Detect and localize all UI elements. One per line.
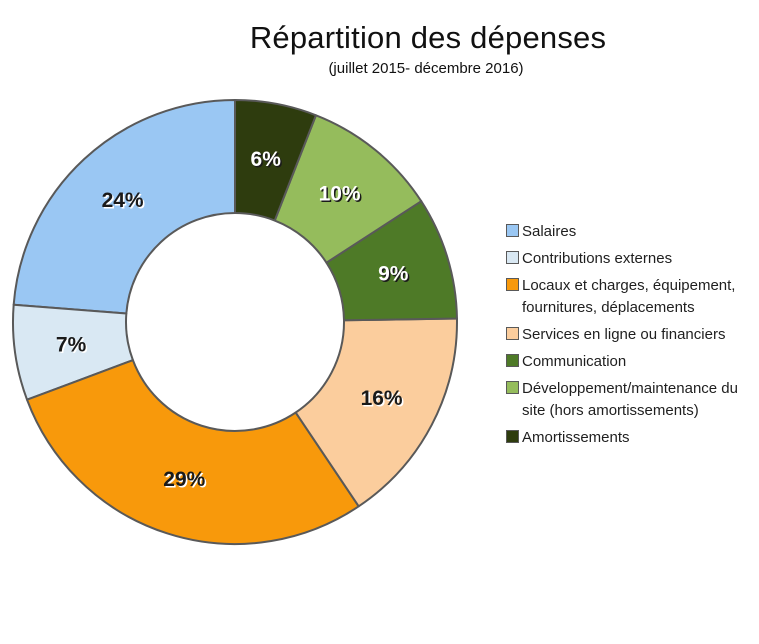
slice-label-shadow-2: 29%: [165, 470, 207, 493]
slice-label-6: 6%: [251, 148, 282, 171]
slice-label-5: 10%: [319, 182, 361, 205]
pie-slice-3: [294, 317, 458, 508]
legend-swatch-icon: [506, 251, 519, 264]
slice-label-0: 24%: [102, 189, 144, 212]
legend-item-0: Salaires: [506, 221, 756, 243]
legend-label: Contributions externes: [522, 250, 673, 267]
legend-label: Communication: [522, 353, 627, 370]
slice-label-shadow-0: 24%: [103, 191, 145, 214]
legend-item-1: Contributions externes: [506, 248, 756, 270]
slice-label-2: 29%: [163, 468, 205, 491]
slice-label-3: 16%: [361, 387, 403, 410]
legend-swatch-icon: [506, 381, 519, 394]
slice-label-shadow-4: 9%: [380, 264, 411, 287]
legend-swatch-icon: [506, 430, 519, 443]
slice-label-shadow-1: 7%: [57, 335, 88, 358]
pie-slice-2: [26, 359, 360, 545]
pie-slice-6: [234, 99, 317, 222]
legend-item-3: Services en ligne ou financiers: [506, 324, 756, 346]
slice-label-shadow-3: 16%: [362, 389, 404, 412]
legend-label: Amortissements: [522, 429, 630, 446]
slice-label-4: 9%: [378, 262, 409, 285]
legend-item-5: Développement/maintenance du site (hors …: [506, 378, 756, 422]
chart-subtitle: (juillet 2015- décembre 2016): [328, 60, 524, 77]
legend-label: Salaires: [522, 223, 577, 240]
legend-item-2: Locaux et charges, équipement, fournitur…: [506, 275, 756, 319]
legend-label: Locaux et charges, équipement, fournitur…: [522, 277, 736, 316]
chart-title: Répartition des dépenses: [249, 20, 607, 55]
slice-label-1: 7%: [56, 334, 87, 357]
chart-legend: Salaires Contributions externes Locaux et …: [506, 221, 756, 454]
slice-label-shadow-6: 6%: [252, 149, 283, 172]
slice-label-shadow-5: 10%: [320, 184, 362, 207]
legend-label: Services en ligne ou financiers: [522, 326, 726, 343]
legend-item-6: Amortissements: [506, 427, 756, 449]
legend-label: Développement/maintenance du site (hors …: [522, 380, 738, 419]
legend-swatch-icon: [506, 327, 519, 340]
legend-swatch-icon: [506, 278, 519, 291]
legend-swatch-icon: [506, 354, 519, 367]
legend-item-4: Communication: [506, 351, 756, 373]
legend-swatch-icon: [506, 224, 519, 237]
pie-slice-0: [12, 99, 236, 315]
